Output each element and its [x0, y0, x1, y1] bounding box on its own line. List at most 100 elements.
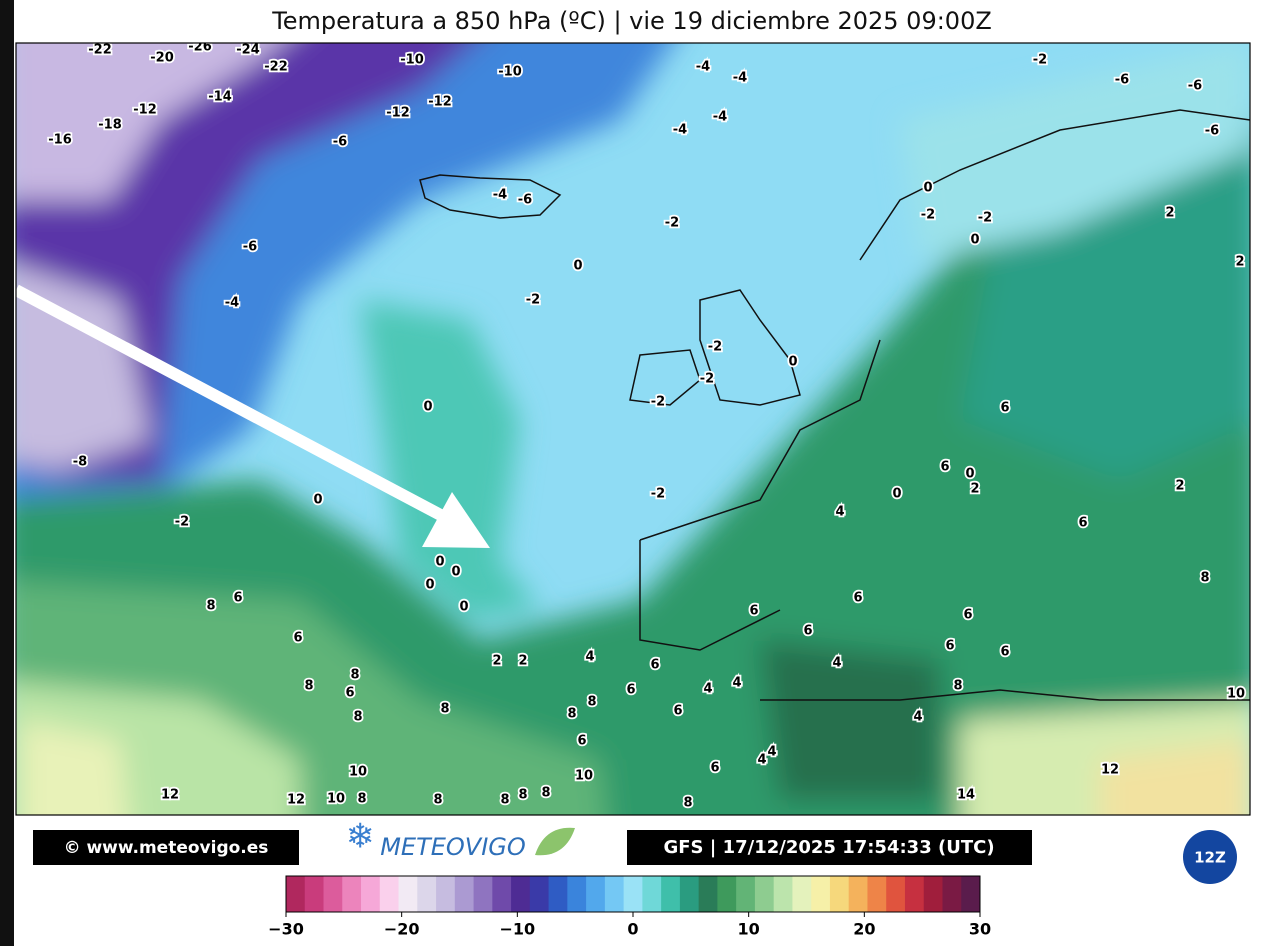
contour-label: -14	[208, 90, 232, 105]
coastline	[629, 289, 801, 406]
contour-label: 8	[350, 668, 359, 683]
contour-label: 4	[835, 505, 844, 520]
contour-label: 8	[1200, 571, 1209, 586]
colorbar-tick-label: −10	[499, 920, 535, 939]
contour-label: -2	[651, 487, 665, 502]
contour-label: -22	[88, 43, 112, 58]
contour-label: -6	[243, 240, 257, 255]
contour-label: 6	[577, 734, 586, 749]
contour-label: 8	[353, 710, 362, 725]
contour-label: 8	[433, 793, 442, 808]
left-border	[0, 0, 14, 946]
contour-label: 0	[313, 493, 322, 508]
contour-label: -6	[333, 135, 347, 150]
colorbar-segment	[736, 876, 756, 912]
colorbar-tick-label: 10	[738, 920, 760, 939]
colorbar-segment	[773, 876, 793, 912]
contour-label: -2	[708, 340, 722, 355]
colorbar-segment	[342, 876, 362, 912]
colorbar-segment	[398, 876, 418, 912]
contour-label: 6	[749, 604, 758, 619]
contour-label: 4	[585, 650, 594, 665]
contour-label: 0	[423, 400, 432, 415]
contour-label: 0	[970, 233, 979, 248]
contour-label: 4	[832, 656, 841, 671]
arrow-head	[422, 492, 490, 548]
contour-label: 6	[963, 608, 972, 623]
colorbar-segment	[417, 876, 437, 912]
colorbar: −30 −20 −10 0 10 20 30	[268, 876, 991, 939]
colorbar-segment	[829, 876, 850, 912]
colorbar-segment	[604, 876, 625, 912]
run-info-box	[627, 830, 1032, 865]
contour-label: -2	[1033, 53, 1047, 68]
coastline	[639, 109, 1250, 701]
contour-label: 4	[767, 745, 776, 760]
contour-label: 0	[788, 355, 797, 370]
colorbar-segment	[754, 876, 775, 912]
colorbar-segment	[548, 876, 568, 912]
contour-label: 6	[853, 591, 862, 606]
colorbar-segment	[304, 876, 325, 912]
contour-labels: -22-20-26 -24-22 -10-10-14-12-18-16-12-12-…	[47, 40, 1247, 812]
contour-label: -2	[921, 208, 935, 223]
contour-label: 6	[1000, 645, 1009, 660]
contour-label: -8	[73, 455, 87, 470]
colorbar-segment	[942, 876, 962, 912]
colorbar-segment	[886, 876, 906, 912]
colorbar-tick-label: 0	[627, 920, 638, 939]
colorbar-segment	[361, 876, 381, 912]
colorbar-segment	[679, 876, 700, 912]
colorbar-segment	[454, 876, 475, 912]
contour-label: 8	[683, 796, 692, 811]
contour-label: 2	[492, 654, 501, 669]
contour-label: 0	[573, 259, 582, 274]
contour-label: -26	[188, 40, 212, 55]
contour-label: 6	[1078, 516, 1087, 531]
colorbar-segment	[379, 876, 400, 912]
website: © www.meteovigo.es	[64, 838, 269, 858]
contour-label: 4	[732, 676, 741, 691]
colorbar-segment	[661, 876, 681, 912]
contour-label: 8	[953, 679, 962, 694]
contour-label: -4	[696, 60, 710, 75]
colorbar-tick-label: −30	[268, 920, 304, 939]
colorbar-segment	[586, 876, 606, 912]
colorbar-segment	[792, 876, 812, 912]
contour-label: 4	[757, 753, 766, 768]
colorbar-segment	[867, 876, 887, 912]
colorbar-segment	[623, 876, 643, 912]
cycle-badge	[1183, 830, 1237, 884]
colorbar-segment	[698, 876, 718, 912]
colorbar-tick-label: 20	[853, 920, 875, 939]
contour-label: 12	[161, 788, 179, 803]
contour-label: 10	[327, 792, 345, 807]
contour-label: 8	[206, 599, 215, 614]
colorbar-segment	[529, 876, 550, 912]
colorbar-tick-label: −20	[384, 920, 420, 939]
contour-label: -4	[225, 296, 239, 311]
snowflake-icon: ❄	[346, 817, 375, 857]
contour-label: 6	[803, 624, 812, 639]
contour-label: -4	[673, 123, 687, 138]
contour-label: -12	[428, 95, 452, 110]
colorbar-segment	[286, 876, 306, 912]
contour-label: 2	[1175, 479, 1184, 494]
contour-label: 6	[673, 704, 682, 719]
contour-label: 6	[626, 683, 635, 698]
leaf-icon	[535, 827, 575, 856]
contour-label: -2	[651, 395, 665, 410]
contour-label: 0	[459, 600, 468, 615]
contour-label: 0	[892, 487, 901, 502]
contour-label: 14	[957, 788, 975, 803]
contour-label: 0	[965, 467, 974, 482]
contour-label: -2	[526, 293, 540, 308]
contour-label: -6	[1205, 124, 1219, 139]
colorbar-segment	[811, 876, 831, 912]
contour-label: 0	[923, 181, 932, 196]
contour-label: 12	[287, 793, 305, 808]
colorbar-segment	[492, 876, 512, 912]
